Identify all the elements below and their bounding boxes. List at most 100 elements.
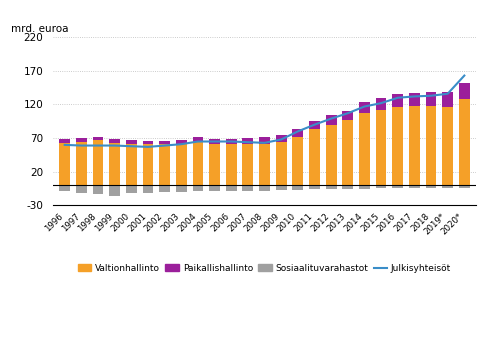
- Julkisyhteisöt: [62, 143, 68, 147]
- Bar: [409, 106, 420, 185]
- Julkisyhteisöt: [112, 144, 118, 148]
- Bar: [109, 143, 120, 185]
- Bar: [243, 144, 253, 185]
- Bar: [209, 139, 220, 144]
- Bar: [259, 144, 270, 185]
- Bar: [426, 106, 436, 185]
- Julkisyhteisöt: [262, 141, 268, 145]
- Bar: [442, 92, 453, 107]
- Julkisyhteisöt: [295, 129, 301, 134]
- Julkisyhteisöt: [328, 117, 334, 121]
- Julkisyhteisöt: [245, 140, 251, 144]
- Bar: [459, 99, 470, 185]
- Bar: [459, 83, 470, 99]
- Julkisyhteisöt: [462, 73, 467, 78]
- Bar: [59, 185, 70, 191]
- Bar: [409, 185, 420, 188]
- Julkisyhteisöt: [212, 139, 218, 144]
- Bar: [59, 139, 70, 143]
- Bar: [426, 185, 436, 188]
- Bar: [159, 141, 170, 144]
- Bar: [426, 92, 436, 106]
- Bar: [243, 185, 253, 191]
- Bar: [359, 113, 370, 185]
- Bar: [309, 121, 320, 129]
- Bar: [93, 137, 104, 140]
- Bar: [259, 185, 270, 191]
- Bar: [359, 102, 370, 113]
- Bar: [309, 185, 320, 189]
- Bar: [326, 115, 336, 125]
- Bar: [76, 138, 87, 141]
- Text: mrd. euroa: mrd. euroa: [11, 24, 68, 34]
- Bar: [226, 185, 237, 191]
- Julkisyhteisöt: [311, 122, 317, 127]
- Bar: [142, 144, 153, 185]
- Bar: [142, 185, 153, 193]
- Julkisyhteisöt: [445, 92, 451, 96]
- Bar: [293, 185, 303, 190]
- Bar: [142, 141, 153, 144]
- Bar: [376, 185, 386, 188]
- Bar: [76, 185, 87, 193]
- Bar: [109, 139, 120, 143]
- Julkisyhteisöt: [395, 96, 401, 100]
- Bar: [93, 185, 104, 194]
- Bar: [176, 185, 187, 192]
- Bar: [342, 120, 353, 185]
- Bar: [192, 137, 203, 141]
- Bar: [442, 185, 453, 188]
- Bar: [392, 107, 403, 185]
- Line: Julkisyhteisöt: Julkisyhteisöt: [65, 76, 464, 147]
- Julkisyhteisöt: [195, 139, 201, 144]
- Bar: [376, 98, 386, 110]
- Bar: [276, 135, 287, 142]
- Julkisyhteisöt: [79, 144, 84, 148]
- Bar: [442, 107, 453, 185]
- Bar: [226, 139, 237, 144]
- Bar: [192, 141, 203, 185]
- Julkisyhteisöt: [428, 94, 434, 98]
- Julkisyhteisöt: [378, 101, 384, 105]
- Bar: [259, 137, 270, 144]
- Bar: [276, 185, 287, 190]
- Julkisyhteisöt: [411, 94, 417, 98]
- Bar: [326, 125, 336, 185]
- Bar: [109, 185, 120, 196]
- Bar: [76, 141, 87, 185]
- Julkisyhteisöt: [228, 139, 234, 144]
- Bar: [459, 185, 470, 188]
- Bar: [392, 94, 403, 107]
- Bar: [409, 93, 420, 106]
- Bar: [293, 137, 303, 185]
- Bar: [93, 140, 104, 185]
- Julkisyhteisöt: [145, 145, 151, 149]
- Julkisyhteisöt: [162, 144, 167, 148]
- Bar: [159, 185, 170, 192]
- Bar: [342, 110, 353, 120]
- Bar: [126, 185, 136, 193]
- Bar: [243, 138, 253, 144]
- Bar: [226, 144, 237, 185]
- Julkisyhteisöt: [128, 144, 134, 148]
- Bar: [392, 185, 403, 188]
- Julkisyhteisöt: [278, 137, 284, 141]
- Bar: [192, 185, 203, 191]
- Julkisyhteisöt: [361, 105, 367, 109]
- Bar: [326, 185, 336, 189]
- Bar: [376, 110, 386, 185]
- Bar: [126, 144, 136, 185]
- Bar: [293, 129, 303, 137]
- Legend: Valtionhallinto, Paikallishallinto, Sosiaalituvarahastot, Julkisyhteisöt: Valtionhallinto, Paikallishallinto, Sosi…: [74, 260, 455, 277]
- Bar: [209, 185, 220, 191]
- Bar: [209, 144, 220, 185]
- Bar: [342, 185, 353, 189]
- Bar: [309, 129, 320, 185]
- Bar: [176, 140, 187, 144]
- Bar: [126, 140, 136, 144]
- Bar: [359, 185, 370, 189]
- Julkisyhteisöt: [345, 111, 351, 115]
- Bar: [176, 144, 187, 185]
- Bar: [276, 142, 287, 185]
- Bar: [159, 144, 170, 185]
